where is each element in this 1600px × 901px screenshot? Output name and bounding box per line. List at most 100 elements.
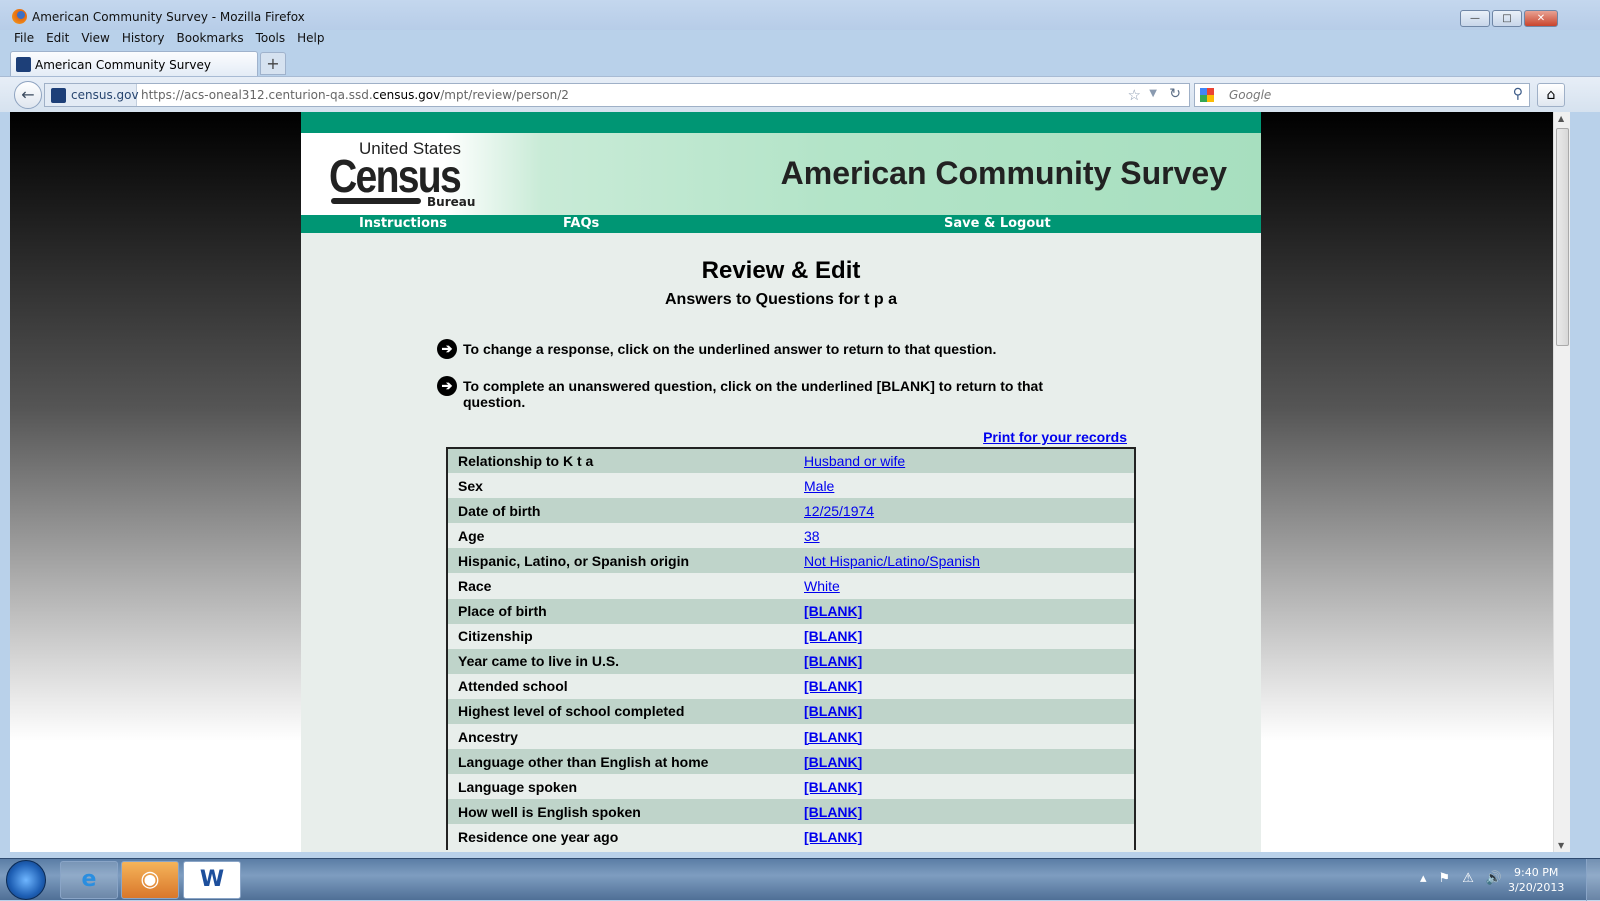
menu-history[interactable]: History bbox=[121, 31, 165, 45]
table-row: Date of birth 12/25/1974 bbox=[447, 498, 1135, 524]
search-box[interactable]: Google ⚲ bbox=[1194, 83, 1530, 107]
taskbar: e ◉ W ▴ ⚑ ⚠ 🔊 9:40 PM 3/20/2013 bbox=[0, 858, 1600, 901]
system-tray: ▴ ⚑ ⚠ 🔊 bbox=[1420, 871, 1502, 886]
question-label: Language spoken bbox=[458, 778, 578, 795]
site-identity[interactable]: census.gov bbox=[45, 84, 139, 106]
table-row: Citizenship [BLANK] bbox=[447, 623, 1135, 649]
question-label: Age bbox=[458, 527, 485, 544]
question-label: Sex bbox=[458, 477, 483, 494]
logo-census: Census bbox=[329, 150, 462, 202]
network-warning-icon[interactable]: ⚠ bbox=[1462, 871, 1474, 886]
new-tab-button[interactable]: + bbox=[260, 52, 286, 75]
question-label: Language other than English at home bbox=[458, 753, 709, 770]
instruction-2: ➔ To complete an unanswered question, cl… bbox=[437, 376, 1077, 410]
reload-icon[interactable]: ↻ bbox=[1169, 86, 1181, 102]
table-row: Language other than English at home [BLAN… bbox=[447, 749, 1135, 775]
start-button[interactable] bbox=[6, 860, 46, 900]
question-label: Residence one year ago bbox=[458, 828, 619, 845]
instruction-1: ➔ To change a response, click on the und… bbox=[437, 339, 1077, 359]
question-label: Relationship to K t a bbox=[458, 453, 594, 470]
answer-link[interactable]: [BLANK] bbox=[804, 753, 863, 770]
page-viewport: United States Census Bureau American Com… bbox=[10, 112, 1570, 852]
clock[interactable]: 9:40 PM 3/20/2013 bbox=[1508, 866, 1565, 894]
answer-link[interactable]: Husband or wife bbox=[804, 453, 906, 470]
menu-file[interactable]: File bbox=[14, 31, 35, 45]
show-hidden-icons[interactable]: ▴ bbox=[1420, 871, 1427, 886]
navigation-bar: ← census.gov https://acs-oneal312.centur… bbox=[0, 76, 1600, 112]
answer-link[interactable]: 12/25/1974 bbox=[804, 502, 875, 519]
question-label: Attended school bbox=[458, 678, 568, 695]
close-button[interactable]: ✕ bbox=[1524, 10, 1558, 27]
answer-link[interactable]: Not Hispanic/Latino/Spanish bbox=[804, 552, 980, 569]
scroll-thumb[interactable] bbox=[1556, 128, 1569, 346]
scroll-up-icon[interactable]: ▲ bbox=[1558, 114, 1565, 123]
menu-edit[interactable]: Edit bbox=[46, 31, 70, 45]
table-row: Highest level of school completed [BLANK] bbox=[447, 698, 1135, 725]
answer-link[interactable]: [BLANK] bbox=[804, 628, 863, 645]
page-subtitle: Answers to Questions for t p a bbox=[664, 291, 898, 308]
table-row: Attended school [BLANK] bbox=[447, 673, 1135, 699]
home-button[interactable]: ⌂ bbox=[1537, 83, 1565, 107]
taskbar-word-icon[interactable]: W bbox=[183, 861, 241, 899]
taskbar-ie-icon[interactable]: e bbox=[60, 861, 118, 899]
question-label: Place of birth bbox=[458, 603, 547, 620]
print-link[interactable]: Print for your records bbox=[983, 429, 1127, 445]
answer-link[interactable]: 38 bbox=[804, 527, 820, 544]
scroll-down-icon[interactable]: ▼ bbox=[1558, 841, 1565, 850]
census-logo[interactable]: United States Census Bureau bbox=[329, 140, 479, 208]
table-row: Language spoken [BLANK] bbox=[447, 774, 1135, 800]
answer-link[interactable]: White bbox=[804, 578, 840, 595]
answer-link[interactable]: [BLANK] bbox=[804, 653, 863, 670]
page-title: Review & Edit bbox=[701, 257, 861, 284]
nav-save-logout[interactable]: Save & Logout bbox=[944, 216, 1051, 231]
taskbar-firefox-icon[interactable]: ◉ bbox=[121, 861, 179, 899]
table-row: Ancestry [BLANK] bbox=[447, 724, 1135, 750]
logo-bureau: Bureau bbox=[427, 195, 476, 209]
answer-link[interactable]: Male bbox=[804, 477, 835, 494]
browser-tab[interactable]: American Community Survey bbox=[10, 51, 258, 76]
nav-faqs[interactable]: FAQs bbox=[563, 216, 600, 231]
back-arrow-icon: ← bbox=[21, 85, 35, 104]
search-placeholder: Google bbox=[1229, 88, 1272, 102]
menu-tools[interactable]: Tools bbox=[255, 31, 286, 45]
site-nav: Instructions FAQs Save & Logout bbox=[301, 215, 1261, 233]
question-label: Hispanic, Latino, or Spanish origin bbox=[458, 552, 690, 569]
answer-link[interactable]: [BLANK] bbox=[804, 728, 863, 745]
answer-link[interactable]: [BLANK] bbox=[804, 603, 863, 620]
maximize-button[interactable]: □ bbox=[1492, 10, 1522, 27]
menu-view[interactable]: View bbox=[81, 31, 110, 45]
home-icon: ⌂ bbox=[1546, 87, 1556, 103]
minimize-button[interactable]: — bbox=[1460, 10, 1490, 27]
answer-link[interactable]: [BLANK] bbox=[804, 703, 863, 720]
url-bar[interactable]: census.gov https://acs-oneal312.centurio… bbox=[44, 83, 1190, 107]
answer-link[interactable]: [BLANK] bbox=[804, 678, 863, 695]
url-text[interactable]: https://acs-oneal312.centurion-qa.ssd.ce… bbox=[141, 88, 569, 102]
bookmark-star-icon[interactable]: ☆ bbox=[1127, 86, 1141, 104]
answer-link[interactable]: [BLANK] bbox=[804, 778, 863, 795]
question-label: Race bbox=[458, 578, 492, 595]
search-icon[interactable]: ⚲ bbox=[1512, 86, 1523, 102]
menu-bar: File Edit View History Bookmarks Tools H… bbox=[8, 31, 331, 49]
logo-bar bbox=[331, 198, 421, 204]
census-favicon bbox=[16, 57, 31, 72]
show-desktop-button[interactable] bbox=[1586, 859, 1600, 901]
answer-link[interactable]: [BLANK] bbox=[804, 803, 863, 820]
answer-link[interactable]: [BLANK] bbox=[804, 828, 863, 845]
history-dropdown-icon[interactable]: ▼ bbox=[1149, 88, 1157, 99]
menu-help[interactable]: Help bbox=[297, 31, 325, 45]
action-center-flag-icon[interactable]: ⚑ bbox=[1438, 871, 1451, 886]
title-bar: American Community Survey - Mozilla Fire… bbox=[0, 0, 1600, 30]
census-favicon bbox=[51, 88, 66, 103]
review-table: Relationship to K t a Husband or wife Sex M… bbox=[446, 447, 1136, 850]
arrow-right-icon: ➔ bbox=[437, 376, 457, 396]
back-button[interactable]: ← bbox=[14, 81, 42, 109]
vertical-scrollbar[interactable]: ▲ ▼ bbox=[1553, 112, 1570, 852]
volume-icon[interactable]: 🔊 bbox=[1485, 871, 1503, 886]
table-row: Year came to live in U.S. [BLANK] bbox=[447, 648, 1135, 674]
google-icon[interactable] bbox=[1200, 88, 1214, 102]
menu-bookmarks[interactable]: Bookmarks bbox=[176, 31, 244, 45]
nav-instructions[interactable]: Instructions bbox=[359, 216, 448, 231]
table-row: Residence one year ago [BLANK] bbox=[447, 824, 1135, 850]
table-row: Sex Male bbox=[447, 473, 1135, 499]
logo-united-states: United States bbox=[359, 139, 462, 158]
